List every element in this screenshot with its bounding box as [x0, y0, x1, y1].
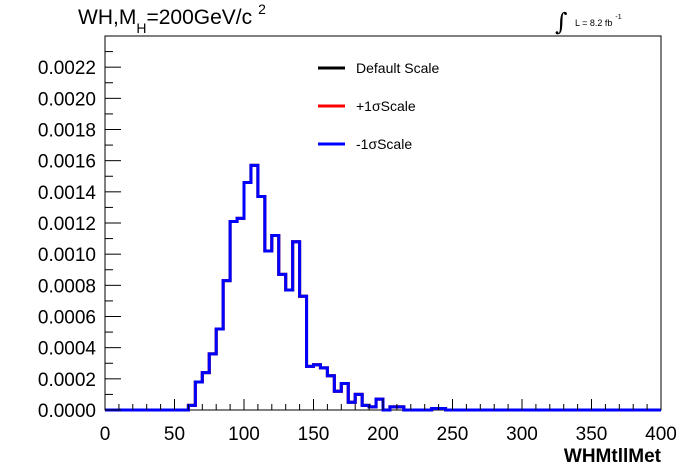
- x-tick-label: 100: [228, 424, 260, 445]
- x-tick-label: 250: [437, 424, 469, 445]
- x-tick-label: 200: [367, 424, 399, 445]
- plot-title: WH,MH=200GeV/c 2: [78, 1, 266, 36]
- x-tick-label: 150: [298, 424, 330, 445]
- series-line-0: [105, 163, 661, 412]
- y-tick-label: 0.0012: [38, 214, 96, 235]
- luminosity-label: ∫ L = 8.2 fb-1: [555, 6, 622, 36]
- legend-label-2: -1σScale: [356, 136, 412, 152]
- lumi-superscript: -1: [615, 14, 622, 21]
- y-tick-label: 0.0018: [38, 121, 96, 142]
- legend-label-0: Default Scale: [356, 60, 439, 76]
- x-axis-title: WHMtllMet: [564, 446, 662, 467]
- integral-sign-icon: ∫: [555, 8, 568, 36]
- legend-label-1: +1σScale: [356, 98, 416, 114]
- plot-frame: [104, 35, 662, 411]
- y-tick-label: 0.0020: [38, 89, 96, 110]
- lumi-value: L = 8.2 fb: [574, 18, 613, 28]
- x-tick-label: 400: [645, 424, 677, 445]
- y-tick-label: 0.0000: [38, 401, 96, 422]
- series-line-1: [105, 163, 661, 412]
- y-tick-label: 0.0004: [38, 339, 97, 360]
- y-tick-label: 0.0010: [38, 245, 96, 266]
- y-tick-label: 0.0022: [38, 58, 96, 79]
- x-tick-label: 0: [100, 424, 111, 445]
- y-tick-label: 0.0016: [38, 152, 96, 173]
- y-tick-label: 0.0008: [38, 276, 96, 297]
- title-main: WH,M: [78, 6, 137, 29]
- y-tick-label: 0.0014: [38, 183, 97, 204]
- y-tick-label: 0.0002: [38, 370, 96, 391]
- x-tick-label: 300: [506, 424, 538, 445]
- title-superscript: 2: [258, 1, 266, 17]
- x-tick-label: 350: [576, 424, 608, 445]
- y-tick-label: 0.0006: [38, 308, 96, 329]
- title-subscript: H: [136, 20, 147, 36]
- x-tick-label: 50: [164, 424, 185, 445]
- title-value: =200GeV/c: [146, 6, 253, 29]
- series-line-2: [105, 163, 661, 412]
